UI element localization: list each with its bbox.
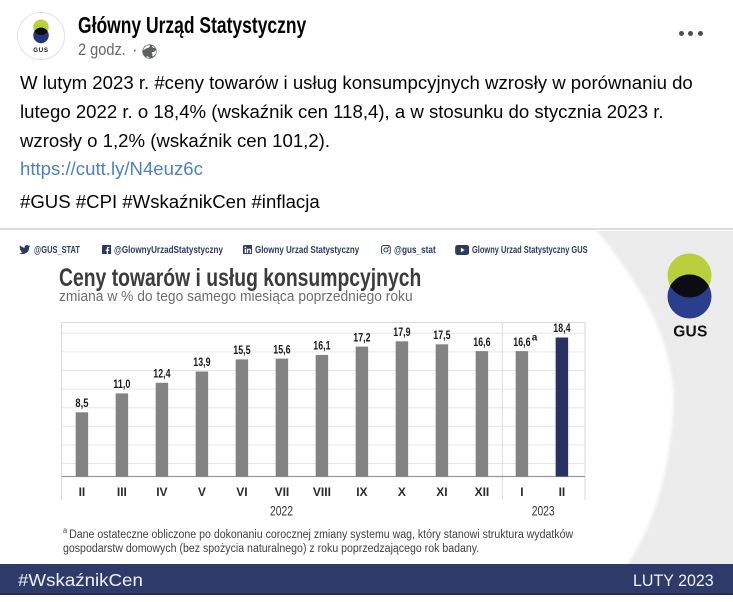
svg-text:15,5: 15,5 [233,343,250,357]
svg-text:I: I [520,485,523,499]
svg-text:III: III [117,485,127,499]
svg-text:X: X [398,485,406,499]
svg-text:II: II [559,485,566,499]
svg-text:IV: IV [156,485,167,499]
svg-text:VIII: VIII [313,485,331,499]
svg-text:13,9: 13,9 [193,355,210,369]
svg-text:VI: VI [236,485,247,499]
svg-text:V: V [198,485,206,499]
svg-text:2022: 2022 [270,504,293,519]
svg-text:GUS: GUS [33,47,49,54]
svg-text:2023: 2023 [532,504,555,519]
svg-text:8,5: 8,5 [75,396,88,410]
svg-text:IX: IX [356,485,367,499]
svg-text:16,1: 16,1 [313,339,330,353]
svg-text:VII: VII [275,485,290,499]
svg-text:11,0: 11,0 [113,377,130,391]
svg-text:a: a [532,333,538,344]
svg-text:17,9: 17,9 [393,325,410,339]
svg-text:17,2: 17,2 [353,330,370,344]
svg-text:17,5: 17,5 [433,328,450,342]
svg-text:18,4: 18,4 [553,321,570,335]
svg-text:XII: XII [475,485,490,499]
svg-text:GUS: GUS [673,324,707,341]
svg-text:15,6: 15,6 [273,342,290,356]
svg-text:XI: XI [436,485,447,499]
svg-text:16,6: 16,6 [513,335,530,349]
svg-text:II: II [79,485,86,499]
svg-text:16,6: 16,6 [473,335,490,349]
svg-text:12,4: 12,4 [153,367,170,381]
